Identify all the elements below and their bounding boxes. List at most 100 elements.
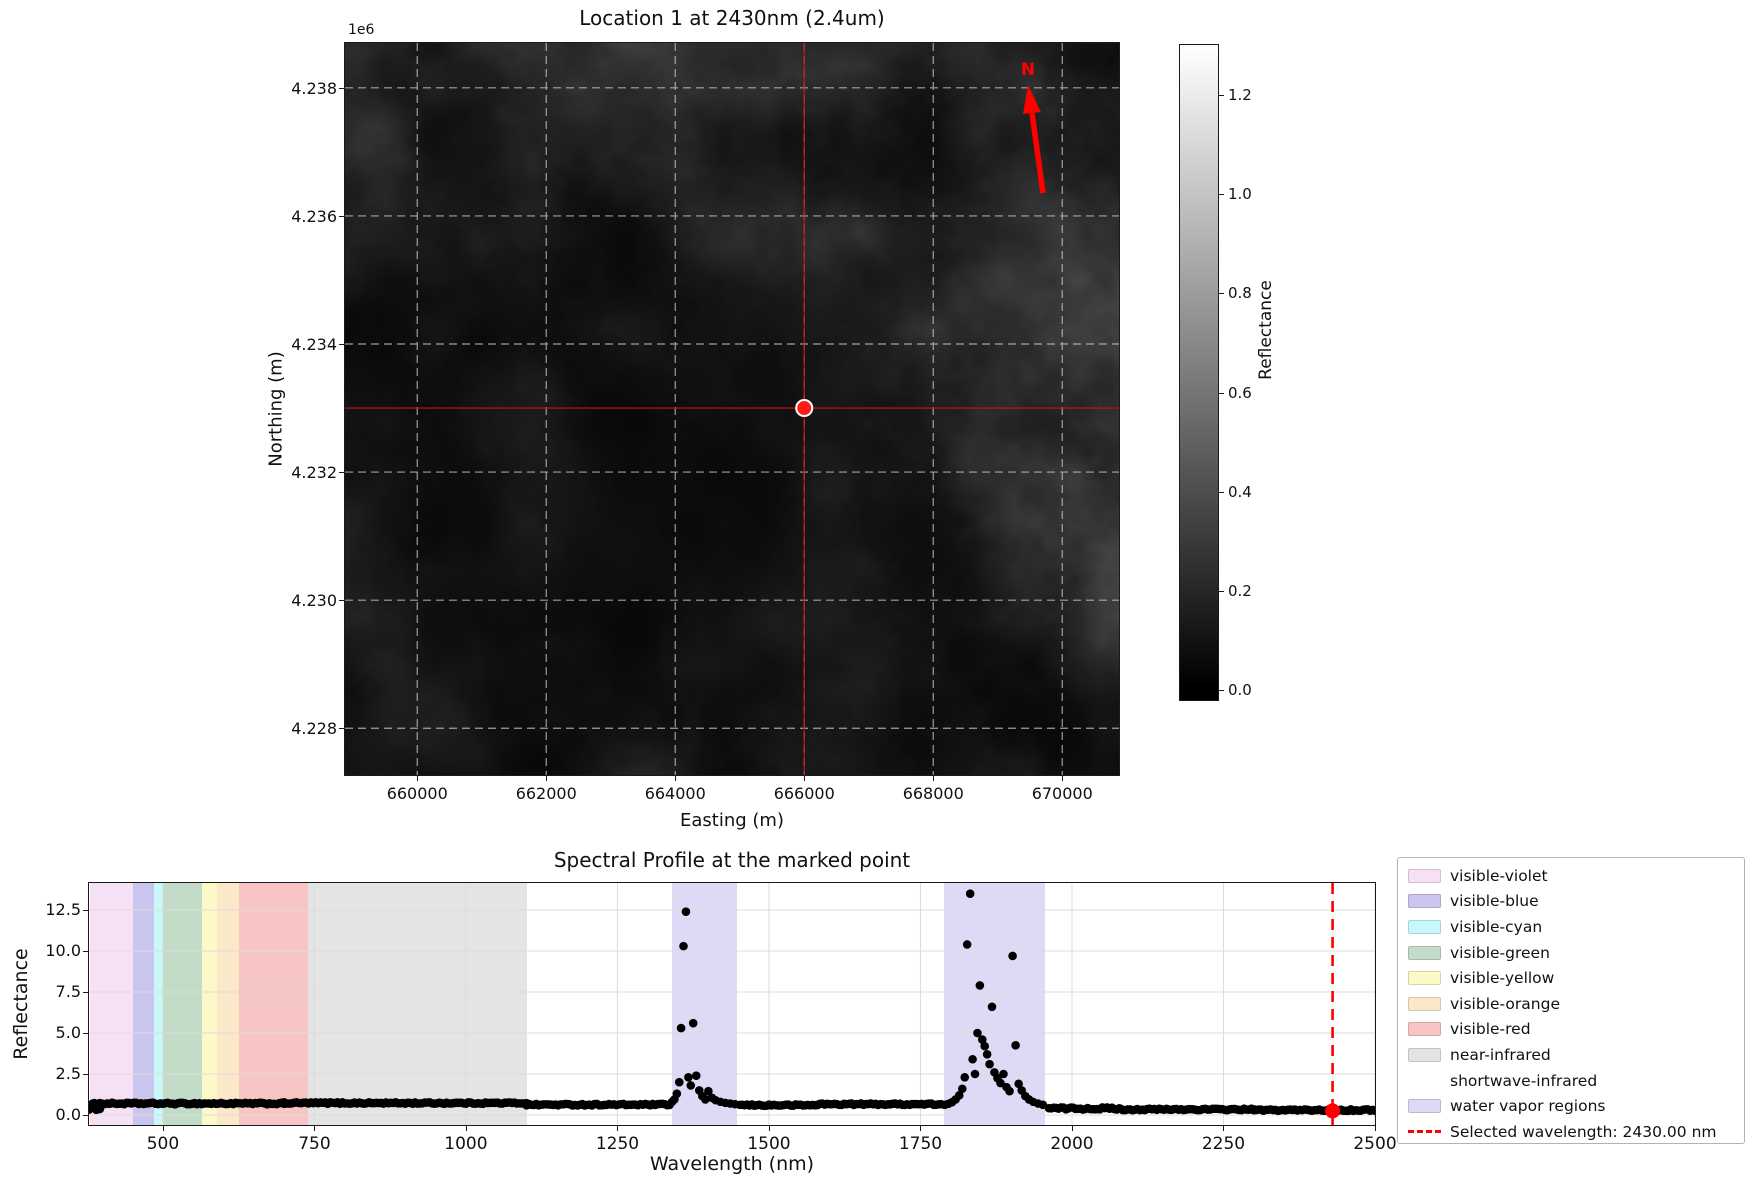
legend-row: visible-yellow — [1408, 965, 1744, 991]
tick-mark — [465, 1126, 467, 1131]
tick-mark — [417, 776, 419, 781]
legend-swatch — [1408, 971, 1441, 986]
tick-mark — [339, 472, 344, 474]
tick-mark — [1219, 590, 1224, 592]
tick-mark — [1219, 293, 1224, 295]
tick-mark — [83, 992, 88, 994]
legend-swatch — [1408, 1047, 1441, 1062]
colorbar-tick-label: 1.0 — [1228, 185, 1252, 204]
legend-row: shortwave-infrared — [1408, 1068, 1744, 1094]
tick-mark — [920, 1126, 922, 1131]
selected-wavelength-line-sample — [1408, 1130, 1441, 1134]
colorbar-tick-label: 0.8 — [1228, 284, 1252, 303]
marked-point — [795, 399, 814, 418]
spectral-x-tick-label: 1750 — [898, 1134, 943, 1154]
spectral-y-tick-label: 0.0 — [55, 1104, 81, 1124]
spectral-xlabel: Wavelength (nm) — [649, 1153, 815, 1175]
tick-mark — [1062, 776, 1064, 781]
tick-mark — [1219, 491, 1224, 493]
tick-mark — [546, 776, 548, 781]
spectral-x-tick-label: 2000 — [1050, 1134, 1094, 1154]
legend-label: water vapor regions — [1450, 1097, 1606, 1116]
map-y-offset-label: 1e6 — [348, 22, 375, 38]
tick-mark — [83, 1114, 88, 1116]
map-y-tick-label: 4.228 — [291, 719, 337, 739]
north-label: N — [1021, 60, 1035, 80]
colorbar-tick-label: 0.0 — [1228, 681, 1252, 699]
terrain-canvas — [345, 43, 1119, 775]
legend-label: near-infrared — [1450, 1045, 1551, 1064]
tick-mark — [1223, 1126, 1225, 1131]
spectral-gridlines — [89, 883, 1375, 1125]
band-water vapor regions — [672, 883, 738, 1125]
north-arrow-icon: N — [1021, 60, 1046, 194]
legend-swatch — [1408, 894, 1441, 909]
tick-mark — [933, 776, 935, 781]
colorbar-label: Reflectance — [1256, 280, 1276, 380]
map-x-tick-label: 670000 — [1031, 784, 1093, 803]
map-y-tick-label: 4.234 — [291, 334, 337, 354]
legend-label: visible-yellow — [1450, 969, 1555, 988]
tick-mark — [768, 1126, 770, 1131]
legend-swatch — [1408, 1099, 1441, 1114]
tick-mark — [1071, 1126, 1073, 1131]
map-x-tick-label: 668000 — [902, 784, 964, 803]
legend-row: visible-cyan — [1408, 914, 1744, 940]
spectral-x-tick-label: 1000 — [444, 1134, 488, 1154]
legend-row: Selected wavelength: 2430.00 nm — [1408, 1119, 1744, 1145]
map-x-tick-label: 662000 — [515, 784, 577, 803]
spectral-plot — [88, 882, 1376, 1126]
spectral-x-tick-label: 1250 — [595, 1134, 640, 1154]
band-visible-orange — [217, 883, 239, 1125]
legend-swatch — [1408, 1022, 1441, 1037]
legend-label: visible-cyan — [1450, 917, 1543, 936]
band-visible-green — [162, 883, 203, 1125]
tick-mark — [339, 343, 344, 345]
spectral-y-tick-label: 5.0 — [55, 1023, 81, 1043]
tick-mark — [339, 600, 344, 602]
legend-label: visible-violet — [1450, 866, 1548, 885]
tick-mark — [1219, 194, 1224, 196]
map-gridlines — [345, 43, 1119, 775]
legend-label: visible-orange — [1450, 994, 1560, 1013]
legend-swatch — [1408, 919, 1441, 934]
spectral-y-tick-label: 7.5 — [55, 982, 81, 1002]
legend-label: shortwave-infrared — [1450, 1071, 1598, 1090]
tick-mark — [162, 1126, 164, 1131]
tick-mark — [83, 1074, 88, 1075]
map-y-tick-label: 4.232 — [291, 463, 337, 483]
colorbar-tick-label: 0.2 — [1228, 581, 1252, 600]
legend-swatch — [1408, 1074, 1441, 1088]
spectral-x-tick-label: 500 — [146, 1134, 180, 1154]
spectral-ylabel: Reflectance — [10, 948, 32, 1060]
legend-swatch — [1408, 945, 1441, 960]
selected-wavelength-point — [1325, 1103, 1341, 1119]
tick-mark — [314, 1126, 316, 1131]
band-visible-red — [238, 883, 309, 1125]
band-visible-violet — [90, 883, 133, 1125]
tick-mark — [339, 215, 344, 217]
band-visible-blue — [132, 883, 154, 1125]
tick-mark — [339, 728, 344, 730]
colorbar-tick-label: 0.4 — [1228, 482, 1252, 501]
spectral-y-tick-label: 10.0 — [45, 941, 81, 961]
legend-row: near-infrared — [1408, 1042, 1744, 1068]
spectral-y-tick-label: 2.5 — [55, 1064, 81, 1083]
map-y-tick-label: 4.230 — [291, 591, 337, 611]
band-near-infrared — [308, 883, 527, 1125]
spectrum-scatter — [89, 889, 1375, 1116]
tick-mark — [83, 1033, 88, 1035]
legend-row: visible-green — [1408, 940, 1744, 966]
tick-mark — [83, 951, 88, 953]
map-ylabel: Northing (m) — [265, 351, 287, 467]
legend-row: visible-red — [1408, 1017, 1744, 1043]
tick-mark — [339, 87, 344, 89]
tick-mark — [1375, 1126, 1376, 1131]
map-y-tick-label: 4.238 — [291, 78, 337, 98]
tick-mark — [804, 776, 806, 781]
map-x-tick-label: 660000 — [386, 784, 448, 803]
spectral-x-tick-label: 750 — [298, 1134, 331, 1154]
spectral-title: Spectral Profile at the marked point — [553, 848, 911, 872]
legend-row: water vapor regions — [1408, 1093, 1744, 1119]
